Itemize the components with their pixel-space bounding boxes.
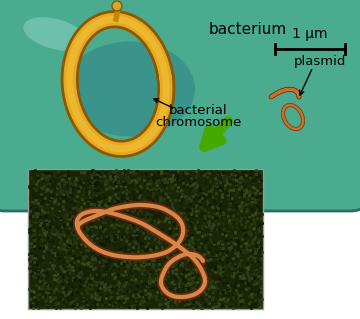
Text: 1 μm: 1 μm (292, 27, 328, 41)
FancyBboxPatch shape (0, 0, 360, 211)
Text: chromosome: chromosome (155, 115, 241, 129)
Bar (28, 169, 263, 309)
Ellipse shape (65, 41, 195, 137)
Ellipse shape (23, 17, 87, 51)
Text: bacterium: bacterium (209, 21, 287, 36)
Text: plasmid: plasmid (294, 55, 346, 68)
Text: bacterial: bacterial (169, 105, 227, 117)
Circle shape (112, 1, 122, 11)
